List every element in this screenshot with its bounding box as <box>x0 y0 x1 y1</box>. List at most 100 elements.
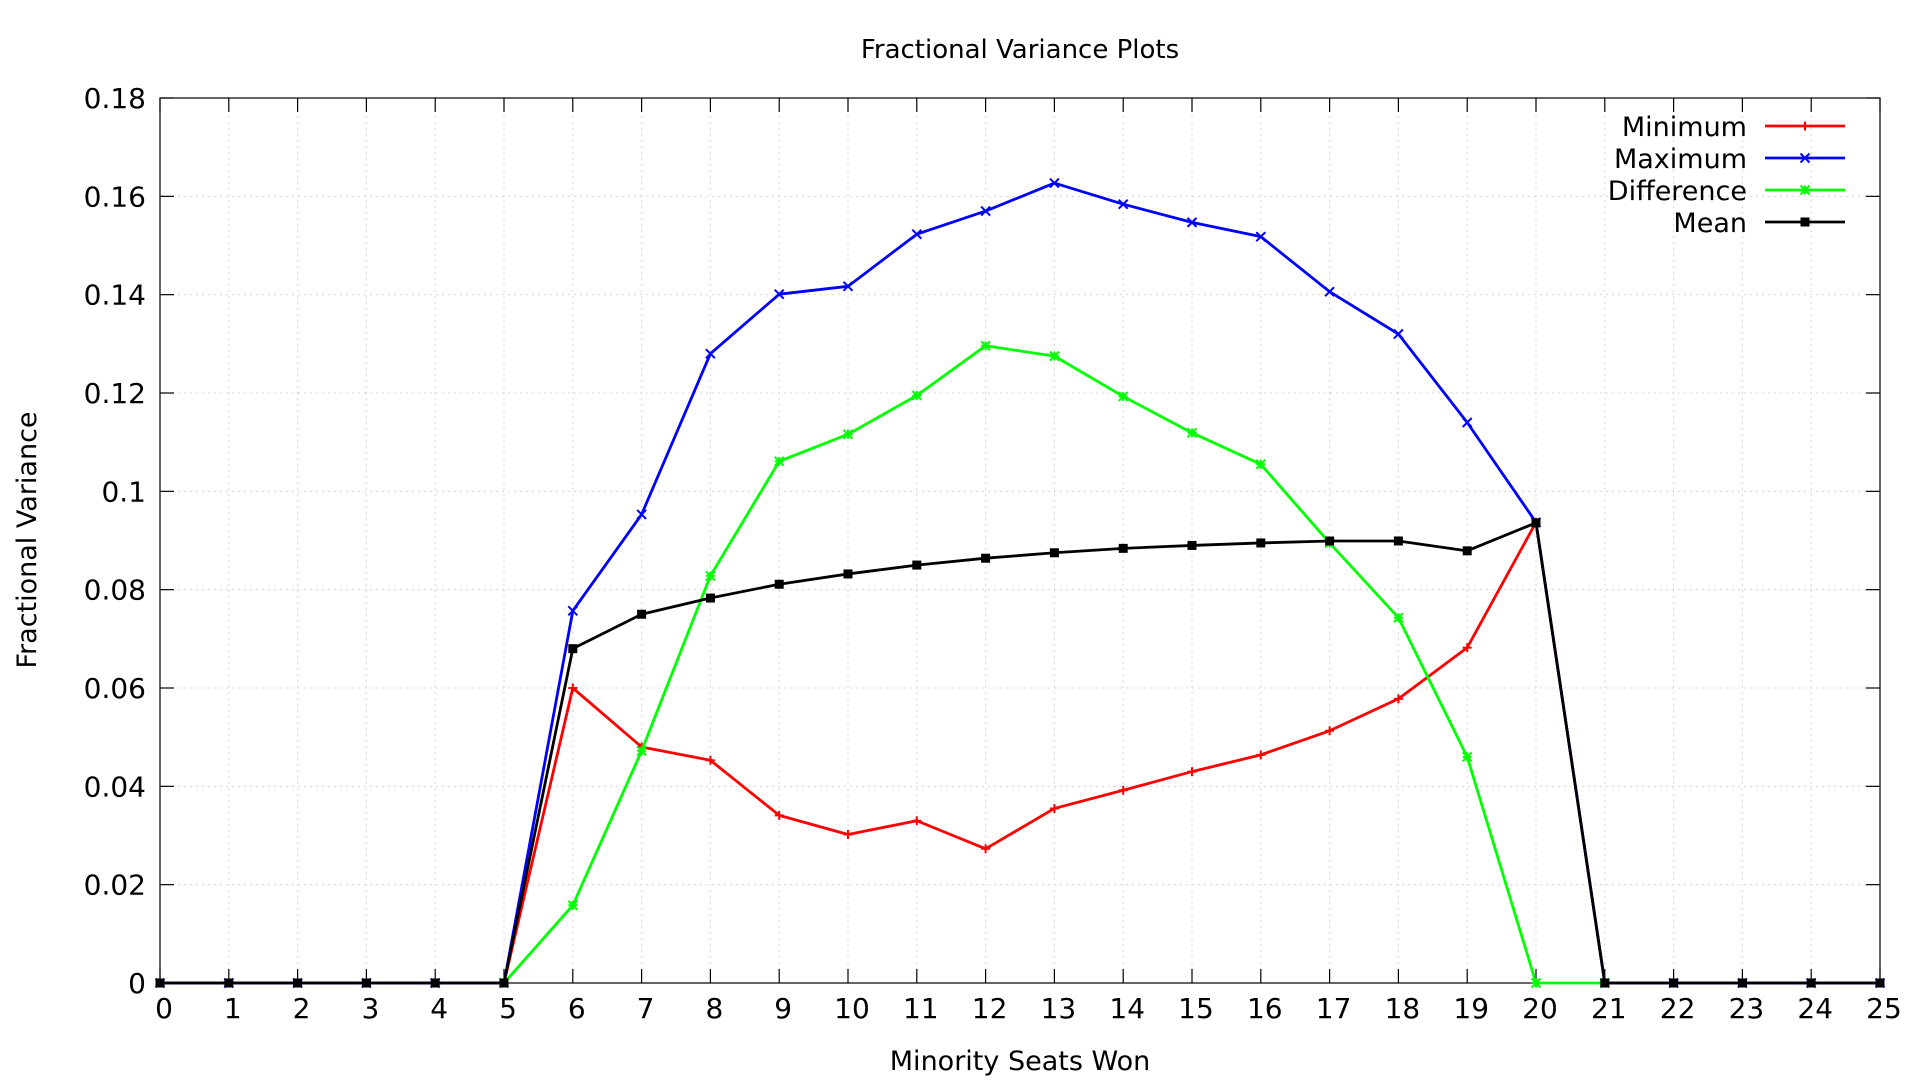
data-point-minimum <box>1325 726 1335 736</box>
y-tick-label: 0.12 <box>84 377 146 410</box>
axes: 00.020.040.060.080.10.120.140.160.180 1 2 3… <box>84 82 1902 1025</box>
data-point-mean <box>1600 978 1610 988</box>
legend-label-minimum: Minimum <box>1622 112 1747 143</box>
data-point-difference <box>1049 350 1060 362</box>
legend-item-difference: Difference <box>1608 176 1845 207</box>
data-point-maximum <box>773 288 785 300</box>
series-line-mean <box>160 521 1880 985</box>
data-point-mean <box>1462 546 1472 556</box>
legend-marker-minimum <box>1800 121 1810 131</box>
data-point-minimum <box>1462 643 1472 653</box>
data-point-maximum <box>636 509 647 520</box>
data-point-difference <box>636 745 647 757</box>
x-tick-label: 23 <box>1729 992 1765 1025</box>
data-point-mean <box>1187 540 1197 550</box>
x-tick-label: 19 <box>1453 992 1489 1025</box>
y-tick-label: 0.02 <box>84 869 146 902</box>
x-tick-label: 20 <box>1522 992 1558 1025</box>
data-point-maximum <box>842 281 854 292</box>
x-tick-label: 18 <box>1385 992 1421 1025</box>
legend-marker-mean <box>1800 217 1810 227</box>
data-point-mean <box>1669 978 1679 988</box>
x-tick-label: 4 <box>430 992 448 1025</box>
y-tick-label: 0.06 <box>84 672 146 705</box>
x-tick-label: 5 <box>499 992 517 1025</box>
y-tick-label: 0.1 <box>101 475 146 508</box>
legend-label-mean: Mean <box>1673 208 1747 239</box>
legend-item-minimum: Minimum <box>1622 112 1845 143</box>
data-point-mean <box>637 609 647 619</box>
data-point-minimum <box>1049 803 1059 813</box>
y-tick-label: 0.16 <box>84 180 146 213</box>
data-point-maximum <box>1186 217 1198 228</box>
data-point-mean <box>1531 518 1541 528</box>
x-tick-label: 6 <box>568 992 586 1025</box>
y-tick-label: 0 <box>128 967 146 1000</box>
data-point-difference <box>1461 751 1473 763</box>
data-point-mean <box>1393 536 1403 546</box>
data-point-maximum <box>1117 198 1129 210</box>
data-point-mean <box>843 569 853 579</box>
data-point-minimum <box>1187 767 1197 777</box>
legend-label-maximum: Maximum <box>1614 144 1747 175</box>
data-point-difference <box>1393 612 1404 623</box>
x-tick-label: 14 <box>1109 992 1145 1025</box>
x-tick-label: 17 <box>1316 992 1352 1025</box>
legend-item-maximum: Maximum <box>1614 144 1845 175</box>
data-point-maximum <box>980 205 991 217</box>
data-point-minimum <box>1393 694 1403 704</box>
x-tick-label: 3 <box>361 992 379 1025</box>
data-point-difference <box>980 340 991 352</box>
legend-marker-maximum <box>1799 152 1811 164</box>
x-tick-label: 9 <box>774 992 792 1025</box>
x-tick-label: 1 <box>224 992 242 1025</box>
data-point-mean <box>1049 548 1059 558</box>
legend-item-mean: Mean <box>1673 208 1845 239</box>
data-point-difference <box>705 570 716 582</box>
data-point-mean <box>981 553 991 563</box>
y-tick-label: 0.04 <box>84 770 146 803</box>
data-point-minimum <box>1118 785 1128 795</box>
data-point-maximum <box>1393 328 1404 340</box>
data-point-maximum <box>1049 177 1060 189</box>
x-tick-label: 16 <box>1247 992 1283 1025</box>
data-point-mean <box>361 978 371 988</box>
data-point-maximum <box>1255 231 1267 242</box>
x-tick-label: 11 <box>903 992 939 1025</box>
data-point-mean <box>430 978 440 988</box>
data-point-mean <box>224 978 234 988</box>
data-point-minimum <box>981 844 991 854</box>
x-tick-label: 15 <box>1178 992 1214 1025</box>
x-tick-label: 24 <box>1797 992 1833 1025</box>
x-tick-label: 7 <box>637 992 655 1025</box>
chart-title: Fractional Variance Plots <box>861 35 1179 65</box>
data-point-difference <box>1255 459 1267 470</box>
data-point-difference <box>1530 977 1542 989</box>
data-point-mean <box>155 978 165 988</box>
data-point-minimum <box>774 810 784 820</box>
data-point-difference <box>1117 391 1129 402</box>
data-point-mean <box>1875 978 1885 988</box>
y-tick-label: 0.08 <box>84 574 146 607</box>
data-point-maximum <box>911 228 923 240</box>
x-tick-label: 2 <box>293 992 311 1025</box>
data-point-minimum <box>912 816 922 826</box>
data-point-difference <box>773 456 785 467</box>
data-point-difference <box>842 429 854 440</box>
x-tick-label: 22 <box>1660 992 1696 1025</box>
x-tick-label: 0 <box>155 992 173 1025</box>
x-tick-label: 21 <box>1591 992 1627 1025</box>
x-tick-label: 10 <box>834 992 870 1025</box>
data-point-mean <box>1806 978 1816 988</box>
data-point-maximum <box>705 348 716 359</box>
legend-label-difference: Difference <box>1608 176 1747 207</box>
data-point-mean <box>293 978 303 988</box>
data-point-maximum <box>1461 417 1473 428</box>
data-point-difference <box>567 900 579 911</box>
data-point-mean <box>568 644 578 654</box>
data-point-minimum <box>568 683 578 693</box>
x-tick-label: 13 <box>1041 992 1077 1025</box>
